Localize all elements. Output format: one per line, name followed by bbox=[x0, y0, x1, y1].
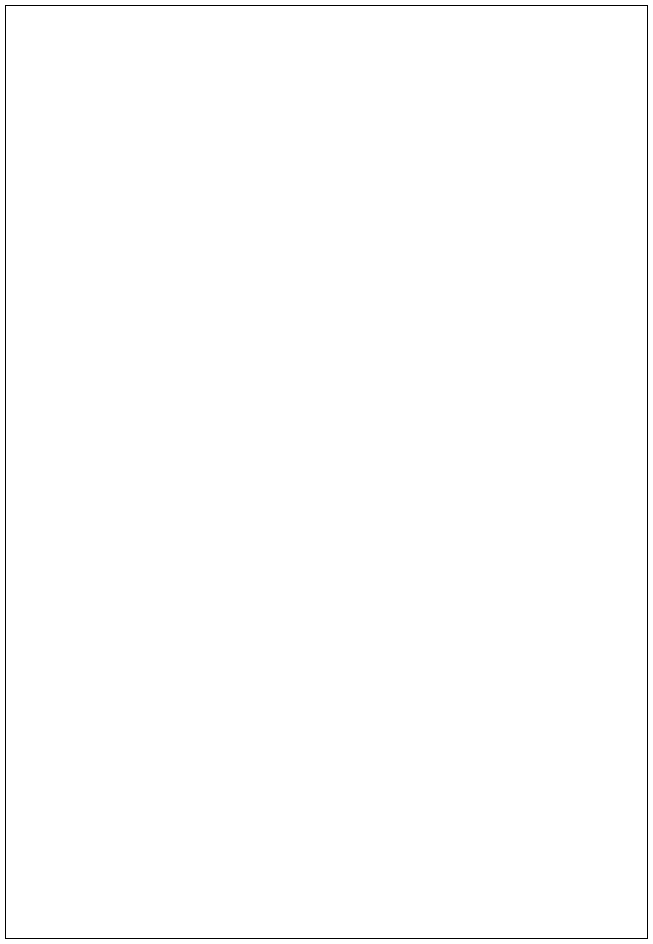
chart-b-canvas bbox=[8, 460, 647, 900]
figure-border bbox=[5, 5, 648, 939]
chart-a-canvas bbox=[8, 14, 647, 454]
